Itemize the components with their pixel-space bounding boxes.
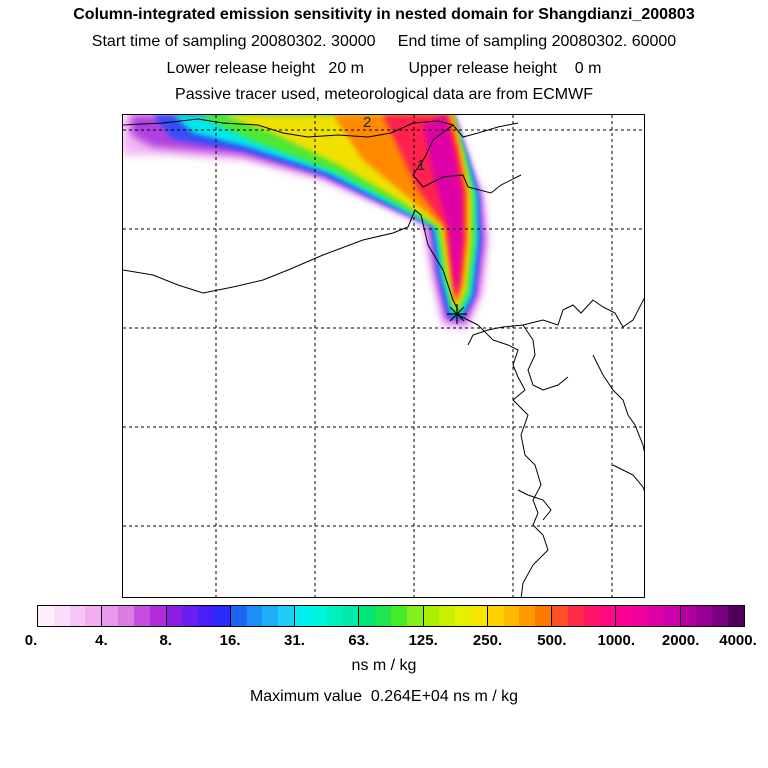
- colorbar-segment: [487, 606, 504, 626]
- coastline-peninsula: [467, 297, 644, 346]
- emission-sensitivity-plume: [123, 115, 488, 330]
- colorbar-segment: [583, 606, 600, 626]
- colorbar-segment: [470, 606, 488, 626]
- colorbar-segment: [535, 606, 552, 626]
- colorbar-segment: [262, 606, 279, 626]
- colorbar-segment: [53, 606, 70, 626]
- colorbar-segment: [342, 606, 360, 626]
- colorbar-tick-label: 4000.: [719, 632, 757, 649]
- colorbar-segment: [246, 606, 263, 626]
- colorbar-segment: [455, 606, 471, 626]
- colorbar-segment: [198, 606, 214, 626]
- tracer-info-line: Passive tracer used, meteorological data…: [175, 86, 593, 103]
- colorbar-segment: [712, 606, 728, 626]
- colorbar-tick-label: 0.: [24, 632, 38, 649]
- colorbar-unit: ns m / kg: [351, 657, 417, 674]
- maximum-value-label: Maximum value 0.264E+04 ns m / kg: [249, 688, 519, 705]
- colorbar-segment: [310, 606, 327, 626]
- colorbar-segment: [680, 606, 697, 626]
- colorbar-segment: [375, 606, 391, 626]
- colorbar-segment: [213, 606, 231, 626]
- coastline-east-2: [592, 354, 644, 453]
- colorbar-segment: [439, 606, 456, 626]
- colorbar-segment: [118, 606, 134, 626]
- colorbar-segment: [149, 606, 167, 626]
- colorbar-segment: [278, 606, 295, 626]
- colorbar-segment: [632, 606, 648, 626]
- colorbar-tick-label: 63.: [348, 632, 370, 649]
- colorbar-segment: [230, 606, 247, 626]
- colorbar-tick-label: 250.: [472, 632, 503, 649]
- colorbar-segment: [647, 606, 664, 626]
- colorbar-segment: [390, 606, 407, 626]
- star-icon: [447, 304, 467, 324]
- coastline-east-3: [612, 464, 644, 492]
- plot-title: Column-integrated emission sensitivity i…: [73, 6, 695, 23]
- release-height-line: Lower release height 20 m Upper release …: [166, 60, 602, 77]
- colorbar-segment: [663, 606, 681, 626]
- colorbar-segment: [519, 606, 536, 626]
- colorbar-segment: [326, 606, 343, 626]
- map-panel: 2 1: [122, 114, 645, 598]
- colorbar-segment: [567, 606, 584, 626]
- border-upper: [412, 124, 522, 194]
- colorbar-segment: [295, 606, 311, 626]
- colorbar-segment: [599, 606, 617, 626]
- colorbar-tick-label: 8.: [159, 632, 172, 649]
- coastline-north: [123, 118, 519, 138]
- colorbar-segment: [406, 606, 424, 626]
- colorbar-tick-label: 500.: [537, 632, 567, 649]
- colorbar-tick-label: 16.: [219, 632, 241, 649]
- map-canvas: 2 1: [123, 115, 644, 597]
- colorbar-segment: [503, 606, 520, 626]
- colorbar-segment: [69, 606, 86, 626]
- coastline-inner-bay: [522, 324, 569, 391]
- colorbar-segment: [85, 606, 103, 626]
- colorbar-segment: [38, 606, 54, 626]
- coastline-east: [457, 314, 549, 597]
- lat-lon-grid: [123, 115, 644, 597]
- colorbar: [37, 605, 745, 627]
- border-middle: [123, 209, 459, 311]
- colorbar-segment: [423, 606, 440, 626]
- colorbar-tick-label: 31.: [284, 632, 305, 649]
- colorbar-segment: [696, 606, 713, 626]
- colorbar-segment: [102, 606, 119, 626]
- sampling-time-line: Start time of sampling 20080302. 30000 E…: [91, 33, 677, 50]
- colorbar-tick-label: 1000.: [597, 632, 636, 649]
- colorbar-tick-label: 4.: [95, 632, 108, 649]
- colorbar-segment: [552, 606, 568, 626]
- contour-label-1: 1: [417, 157, 425, 174]
- colorbar-segment: [616, 606, 633, 626]
- colorbar-segment: [133, 606, 150, 626]
- colorbar-segment: [727, 606, 744, 626]
- colorbar-segment: [182, 606, 199, 626]
- contour-label-2: 2: [363, 115, 371, 131]
- colorbar-segment: [359, 606, 376, 626]
- colorbar-tick-label: 125.: [408, 632, 438, 649]
- colorbar-segment: [166, 606, 183, 626]
- colorbar-tick-label: 2000.: [661, 632, 700, 649]
- coastline-east-4: [517, 489, 552, 521]
- plume-band-magenta: [423, 115, 462, 295]
